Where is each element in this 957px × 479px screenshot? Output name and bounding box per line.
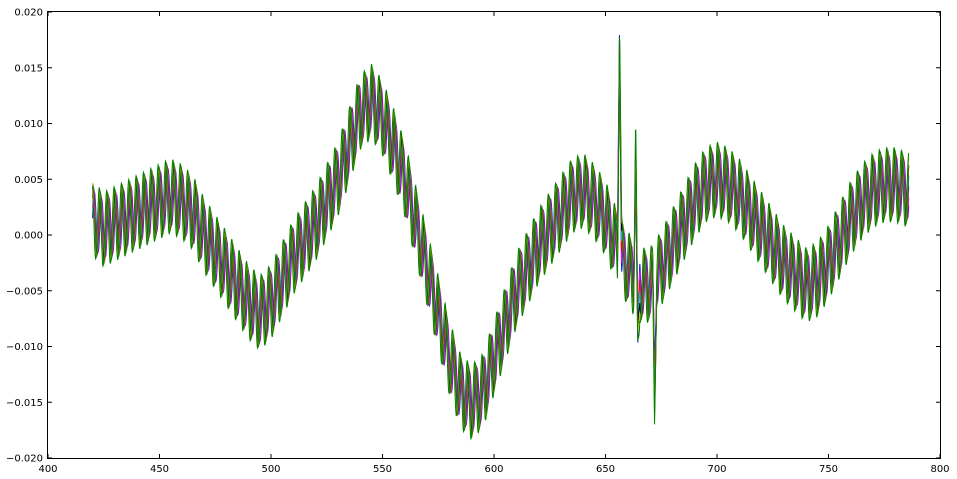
x-tick-label: 650 [596, 464, 615, 475]
y-tick-label: 0.005 [14, 175, 43, 186]
y-tick-label: −0.005 [6, 286, 43, 297]
x-tick-label: 700 [707, 464, 726, 475]
series-line-7 [92, 36, 910, 441]
x-tick-label: 800 [930, 464, 949, 475]
y-tick-label: −0.020 [6, 454, 43, 465]
x-tick-label: 400 [38, 464, 57, 475]
y-tick-label: 0.015 [14, 63, 43, 74]
x-tick-label: 550 [373, 464, 392, 475]
y-tick-label: 0.000 [14, 231, 43, 242]
x-tick-label: 500 [261, 464, 280, 475]
x-tick-label: 450 [150, 464, 169, 475]
y-tick-label: 0.020 [14, 8, 43, 19]
x-axis: 400 450 500 550 600 650 700 750 800 [38, 12, 950, 475]
series-lines [92, 35, 910, 441]
y-axis: −0.020 −0.015 −0.010 −0.005 0.000 0.005 0.010 0… [6, 8, 940, 465]
plot-frame [47, 11, 941, 459]
x-tick-label: 750 [819, 464, 838, 475]
y-tick-label: −0.010 [6, 342, 43, 353]
y-tick-label: −0.015 [6, 398, 43, 409]
y-tick-label: 0.010 [14, 119, 43, 130]
x-tick-label: 600 [484, 464, 503, 475]
